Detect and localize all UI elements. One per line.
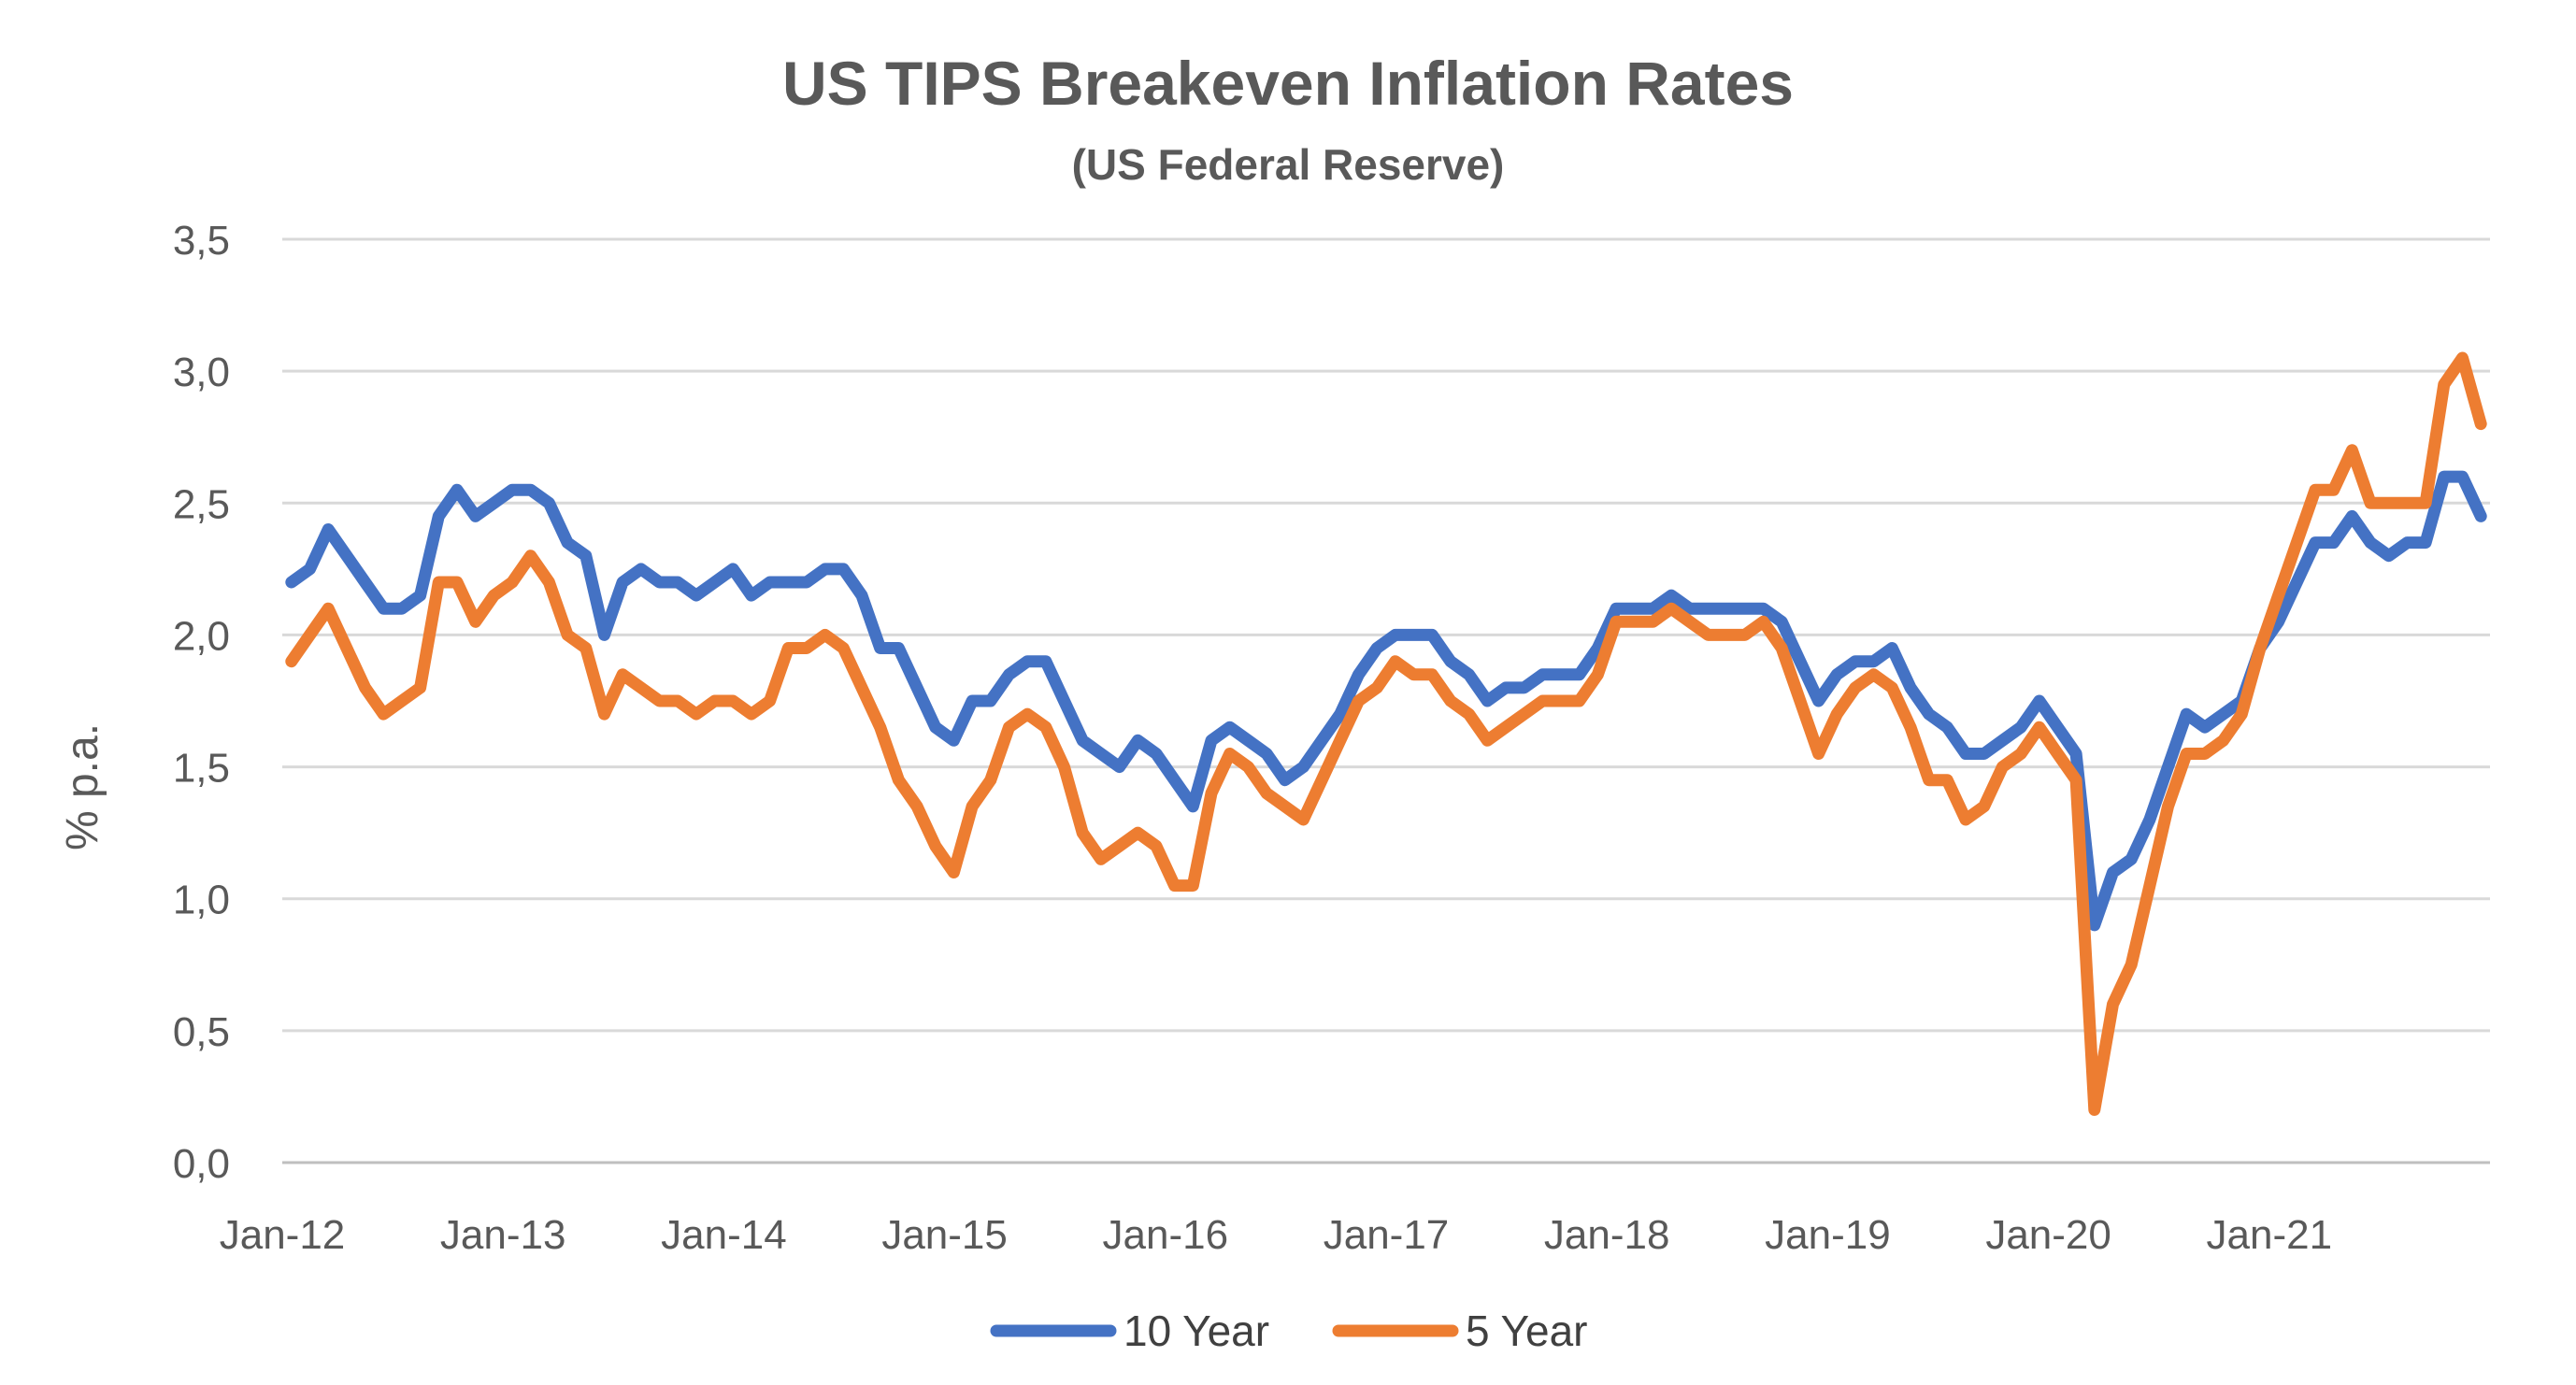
y-tick-label: 2,5 (173, 481, 230, 527)
y-tick-label: 3,5 (173, 218, 230, 264)
x-tick-label: Jan-12 (220, 1212, 346, 1258)
legend-label-10-year: 10 Year (1123, 1306, 1269, 1355)
legend: 10 Year 5 Year (990, 1306, 1587, 1355)
x-tick-label: Jan-17 (1324, 1212, 1450, 1258)
series-lines (285, 351, 2487, 1116)
series-line-5-year (285, 351, 2487, 1116)
y-tick-label: 3,0 (173, 350, 230, 395)
y-tick-label: 1,5 (173, 746, 230, 792)
chart-title: US TIPS Breakeven Inflation Rates (782, 49, 1794, 118)
x-tick-label: Jan-20 (1985, 1212, 2111, 1258)
x-tick-label: Jan-19 (1765, 1212, 1891, 1258)
y-tick-label: 0,5 (173, 1009, 230, 1055)
y-tick-label: 0,0 (173, 1141, 230, 1187)
chart-subtitle: (US Federal Reserve) (1072, 140, 1505, 189)
x-tick-label: Jan-21 (2207, 1212, 2333, 1258)
x-tick-label: Jan-15 (881, 1212, 1008, 1258)
x-tick-label: Jan-14 (661, 1212, 787, 1258)
y-axis-ticks: 0,0 0,5 1,0 1,5 2,0 2,5 3,0 3,5 (173, 218, 230, 1187)
y-tick-label: 1,0 (173, 878, 230, 923)
series-line-10-year (285, 470, 2487, 932)
x-tick-label: Jan-18 (1544, 1212, 1670, 1258)
y-tick-label: 2,0 (173, 613, 230, 659)
x-tick-label: Jan-16 (1103, 1212, 1229, 1258)
legend-label-5-year: 5 Year (1466, 1306, 1587, 1355)
x-axis-ticks: Jan-12 Jan-13 Jan-14 Jan-15 Jan-16 Jan-17 Jan-… (220, 1212, 2332, 1258)
y-axis-label: % p.a. (58, 723, 107, 850)
x-tick-label: Jan-13 (440, 1212, 566, 1258)
